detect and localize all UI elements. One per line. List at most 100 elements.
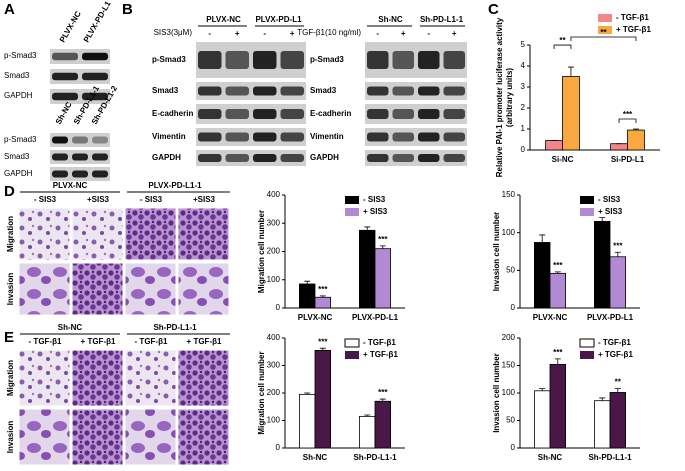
- error-bar: [319, 347, 326, 351]
- panel-letter: C: [488, 1, 499, 18]
- bracket: [553, 44, 572, 50]
- row-label: Migration: [6, 216, 15, 252]
- error-bar: [379, 245, 386, 249]
- micrograph: [18, 262, 71, 316]
- band: [418, 109, 440, 119]
- band: [253, 51, 277, 69]
- legend-label: - TGF-β1: [616, 13, 649, 22]
- bar: [314, 296, 332, 309]
- y-tick-label: 300: [267, 361, 281, 370]
- bar: [534, 242, 551, 309]
- legend-swatch: [345, 351, 359, 359]
- band: [443, 132, 465, 142]
- band: [367, 154, 389, 162]
- group-label: PLVX-PD-L1-1: [148, 181, 202, 190]
- row-label: p-Smad3: [4, 135, 37, 144]
- y-tick-label: 4: [521, 61, 526, 70]
- y-tick-label: 0: [276, 303, 281, 312]
- error-bar: [599, 397, 606, 401]
- row-label: E-cadherin: [152, 109, 193, 118]
- sign: +: [290, 29, 295, 38]
- band: [72, 170, 88, 178]
- error-bar: [319, 295, 326, 298]
- condition-label: - SIS3: [140, 195, 163, 204]
- band: [52, 153, 68, 161]
- band: [92, 153, 108, 161]
- group-label: PLVX-NC: [206, 15, 241, 24]
- blot: [196, 128, 306, 146]
- band: [253, 132, 277, 142]
- micrograph: [18, 207, 71, 261]
- micrograph: [71, 408, 124, 466]
- band: [198, 154, 222, 162]
- bar: [562, 76, 580, 151]
- band: [280, 51, 304, 69]
- annotation: ***: [623, 110, 633, 119]
- row-label: Invasion: [6, 273, 15, 306]
- band: [92, 136, 108, 144]
- band: [52, 136, 68, 144]
- x-tick-label: PLVX-PD-L1: [352, 313, 399, 322]
- micrograph: [177, 262, 230, 316]
- band: [52, 92, 78, 101]
- significance: ***: [378, 235, 388, 244]
- row-label: Invasion: [6, 421, 15, 454]
- error-bar: [614, 388, 621, 393]
- panel-letter: D: [4, 183, 15, 200]
- band: [443, 86, 465, 96]
- error-bar: [554, 358, 561, 365]
- group-label: PLVX-PD-L1: [255, 15, 302, 24]
- micrograph: [71, 262, 124, 316]
- condition-label: +SIS3: [193, 195, 216, 204]
- bar: [534, 390, 551, 449]
- bar: [298, 283, 316, 309]
- bar: [374, 248, 392, 309]
- x-tick-label: Si-NC: [552, 155, 574, 164]
- panel-letter: B: [122, 1, 133, 18]
- legend-swatch: [598, 14, 612, 22]
- band: [367, 86, 389, 96]
- x-tick-label: PLVX-NC: [298, 313, 333, 322]
- group-label: Sh-NC: [378, 15, 403, 24]
- x-tick-label: Sh-PD-L1-1: [588, 453, 632, 462]
- condition-label: - SIS3: [34, 195, 57, 204]
- legend-label: - TGF-β1: [363, 338, 396, 347]
- sign: -: [208, 29, 211, 38]
- x-tick-label: Si-PD-L1: [611, 155, 645, 164]
- blot: [365, 104, 467, 124]
- band: [418, 132, 440, 142]
- bar: [609, 256, 627, 309]
- band: [72, 136, 88, 144]
- group-label: Sh-PD-L1-1: [420, 15, 464, 24]
- micrograph: [124, 207, 177, 261]
- band: [82, 92, 108, 101]
- y-tick-label: 200: [267, 388, 281, 397]
- bar: [358, 229, 376, 309]
- condition-label: - TGF-β1: [135, 337, 168, 346]
- bar: [610, 143, 628, 151]
- legend-swatch: [598, 26, 612, 34]
- blot: [196, 104, 306, 124]
- y-axis-label: Relative PAI-1 promoter luciferase activ…: [495, 17, 504, 177]
- band: [392, 109, 414, 119]
- y-tick-label: 100: [502, 388, 516, 397]
- band: [225, 132, 249, 142]
- band: [82, 72, 108, 81]
- legend-label: + TGF-β1: [598, 350, 633, 359]
- legend-swatch: [580, 351, 594, 359]
- error-bar: [539, 234, 546, 243]
- micrograph: [177, 408, 230, 466]
- band: [367, 132, 389, 142]
- band: [52, 52, 78, 61]
- sign: -: [376, 29, 379, 38]
- legend-label: + SIS3: [363, 207, 388, 216]
- micrograph: [71, 349, 124, 407]
- bar: [545, 140, 563, 151]
- error-bar: [599, 217, 606, 222]
- row-label: Vimentin: [310, 132, 344, 141]
- row-label: Smad3: [4, 152, 30, 161]
- y-axis-label: (arbitrary units): [505, 68, 514, 127]
- band: [280, 86, 304, 96]
- legend-swatch: [344, 338, 360, 348]
